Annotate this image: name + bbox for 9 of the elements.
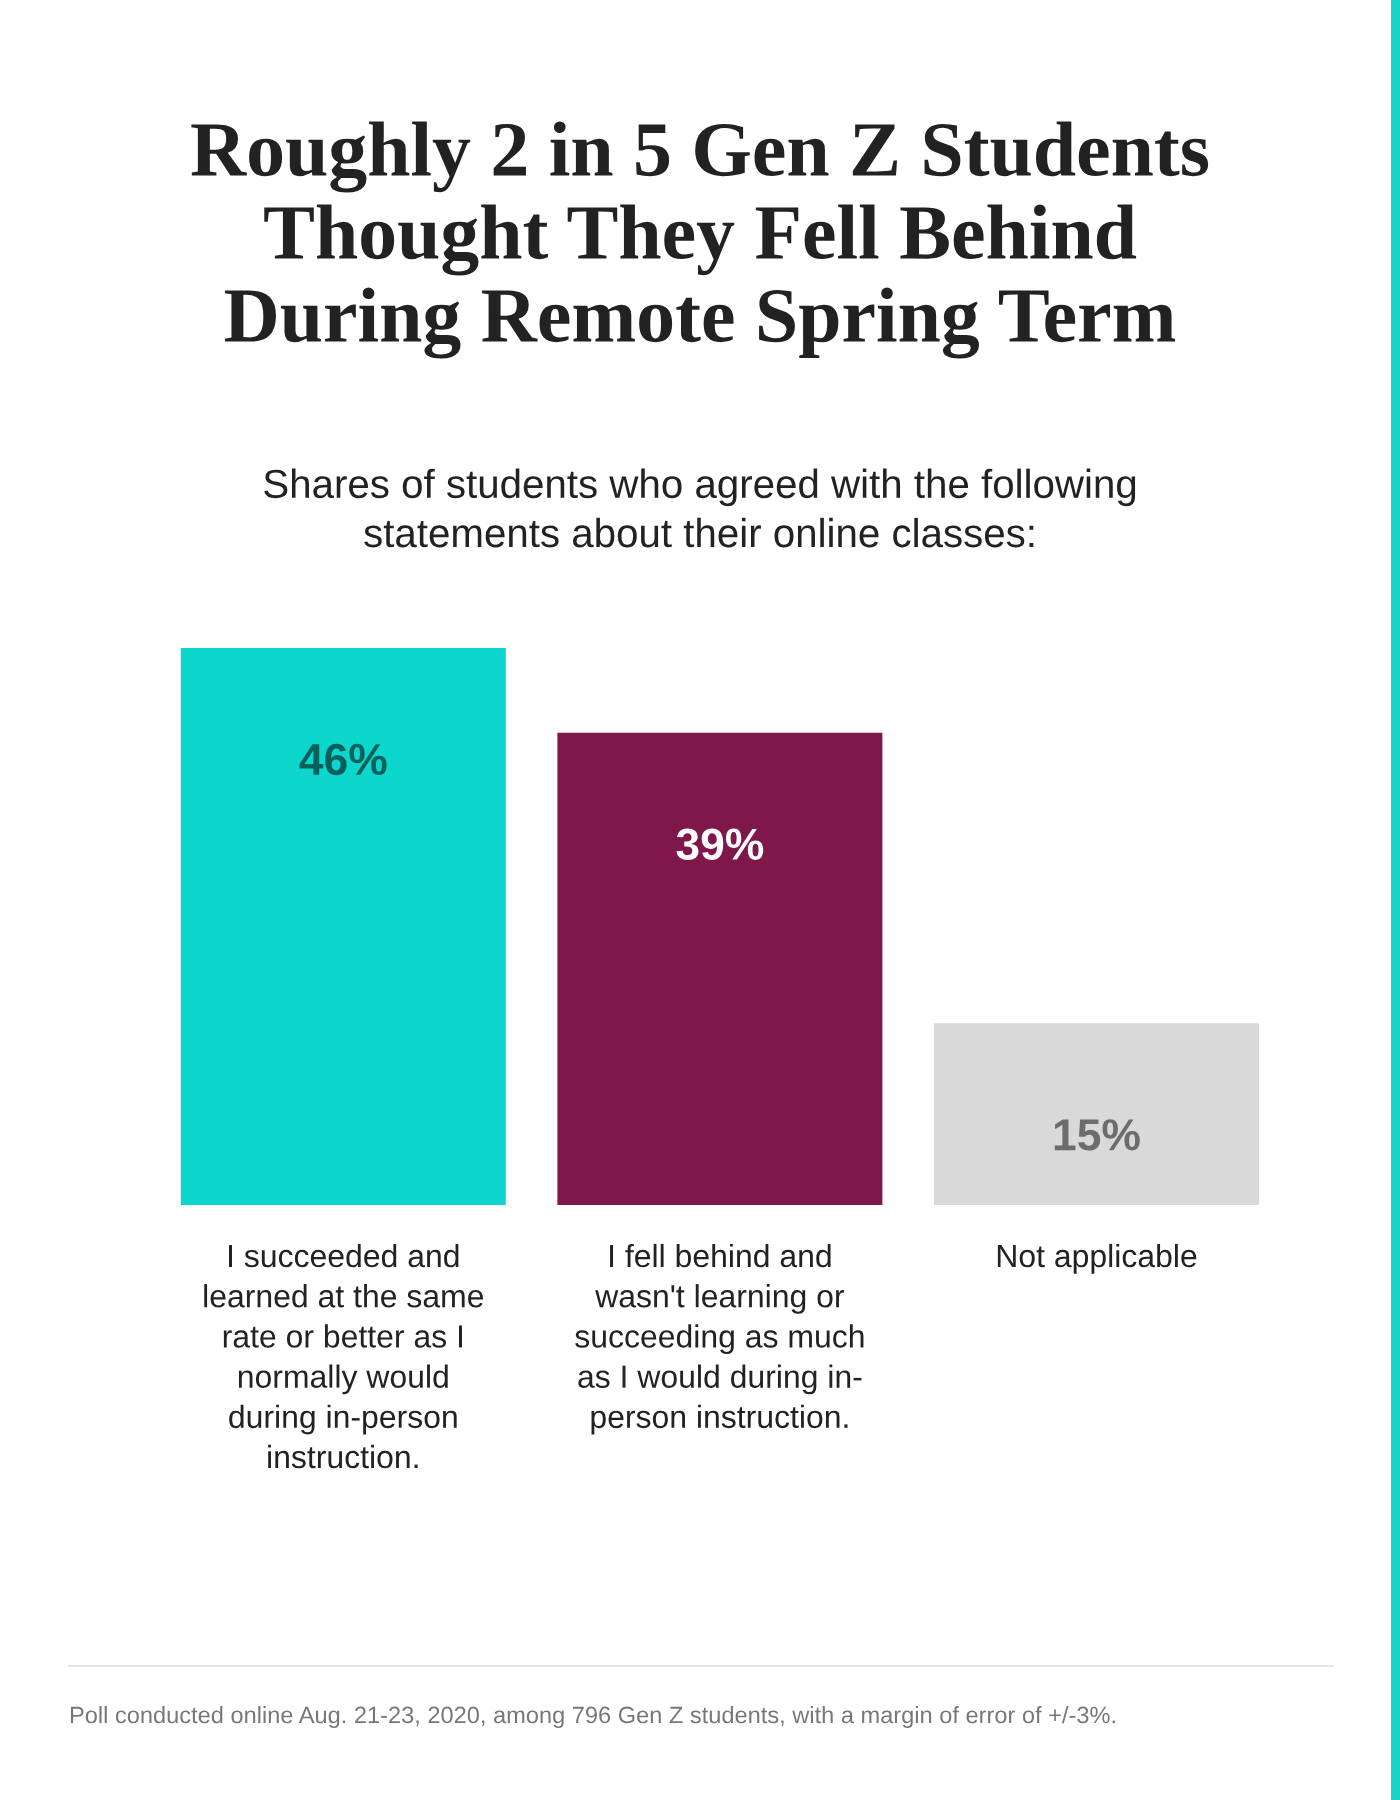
chart-title: Roughly 2 in 5 Gen Z Students Thought They Fell Behind During Remote Spring Term — [191, 121, 1209, 359]
x-tick-label: I fell behind and wasn't learning or succeeding as much as I would during in- person instruction. — [575, 1243, 864, 1435]
data-label: 15% — [1054, 1119, 1140, 1151]
text: Poll conducted online Aug. 21-23, 2020, among 796 Gen Z students, with a margin of error of +/-3%. — [70, 1705, 1115, 1729]
data-label: 39% — [676, 828, 764, 861]
x-tick-label: I succeeded and learned at the same rate or better as I normally would during in-person instruction. — [204, 1243, 484, 1469]
chart-subtitle: Shares of students who agreed with the following statements about their online classes: — [264, 468, 1136, 548]
data-label: 46% — [299, 743, 387, 776]
x-tick-label: Not applicable — [997, 1243, 1197, 1274]
